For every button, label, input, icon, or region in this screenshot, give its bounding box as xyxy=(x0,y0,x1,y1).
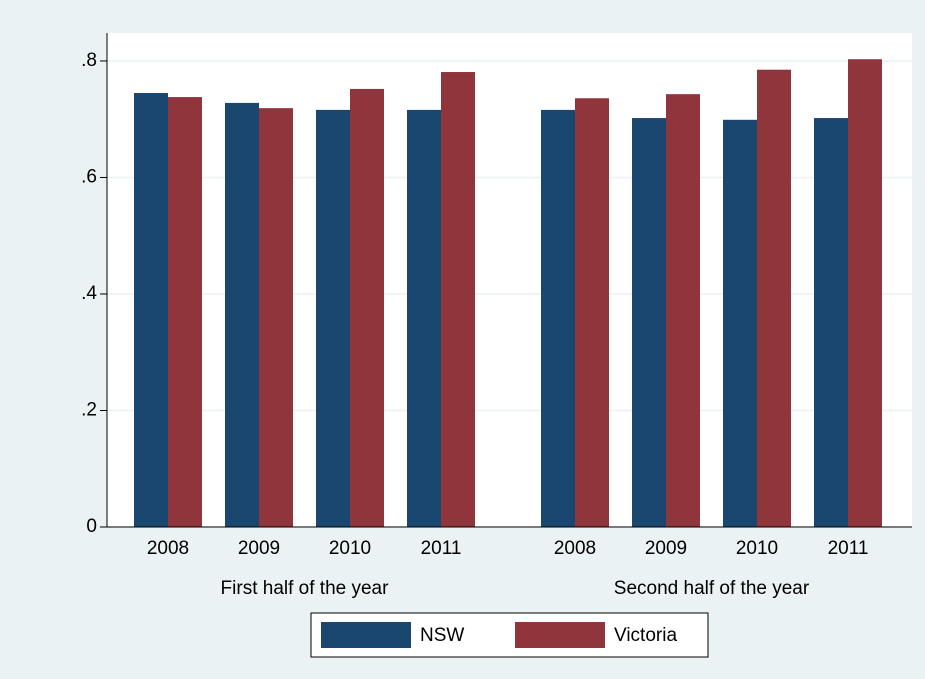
legend-label: NSW xyxy=(420,625,464,646)
bar xyxy=(225,102,259,527)
legend-swatch xyxy=(515,622,605,648)
bar xyxy=(666,94,700,527)
bar xyxy=(259,108,293,527)
bar xyxy=(168,97,202,527)
group-label: Second half of the year xyxy=(614,578,810,599)
bar xyxy=(848,59,882,527)
bar xyxy=(632,118,666,528)
y-tick-label: .4 xyxy=(81,283,97,304)
x-tick-label: 2011 xyxy=(828,538,869,559)
bar xyxy=(441,72,475,527)
y-tick-label: .2 xyxy=(81,400,97,421)
bar xyxy=(814,118,848,528)
x-tick-label: 2010 xyxy=(329,538,371,559)
bar xyxy=(541,109,575,527)
x-tick-label: 2009 xyxy=(238,538,280,559)
x-tick-label: 2010 xyxy=(736,538,778,559)
bar xyxy=(350,88,384,527)
x-tick-label: 2011 xyxy=(421,538,462,559)
bar xyxy=(407,109,441,527)
y-tick-label: .8 xyxy=(81,50,97,71)
y-tick-label: 0 xyxy=(86,516,97,537)
x-tick-label: 2008 xyxy=(147,538,189,559)
group-label: First half of the year xyxy=(221,578,390,599)
x-tick-label: 2008 xyxy=(554,538,596,559)
bar xyxy=(316,109,350,527)
bar xyxy=(134,93,168,528)
legend-swatch xyxy=(321,622,411,648)
bar xyxy=(575,98,609,527)
legend-label: Victoria xyxy=(614,625,677,646)
y-tick-label: .6 xyxy=(81,166,97,187)
x-tick-label: 2009 xyxy=(645,538,687,559)
bar xyxy=(757,69,791,527)
bar xyxy=(723,119,757,527)
